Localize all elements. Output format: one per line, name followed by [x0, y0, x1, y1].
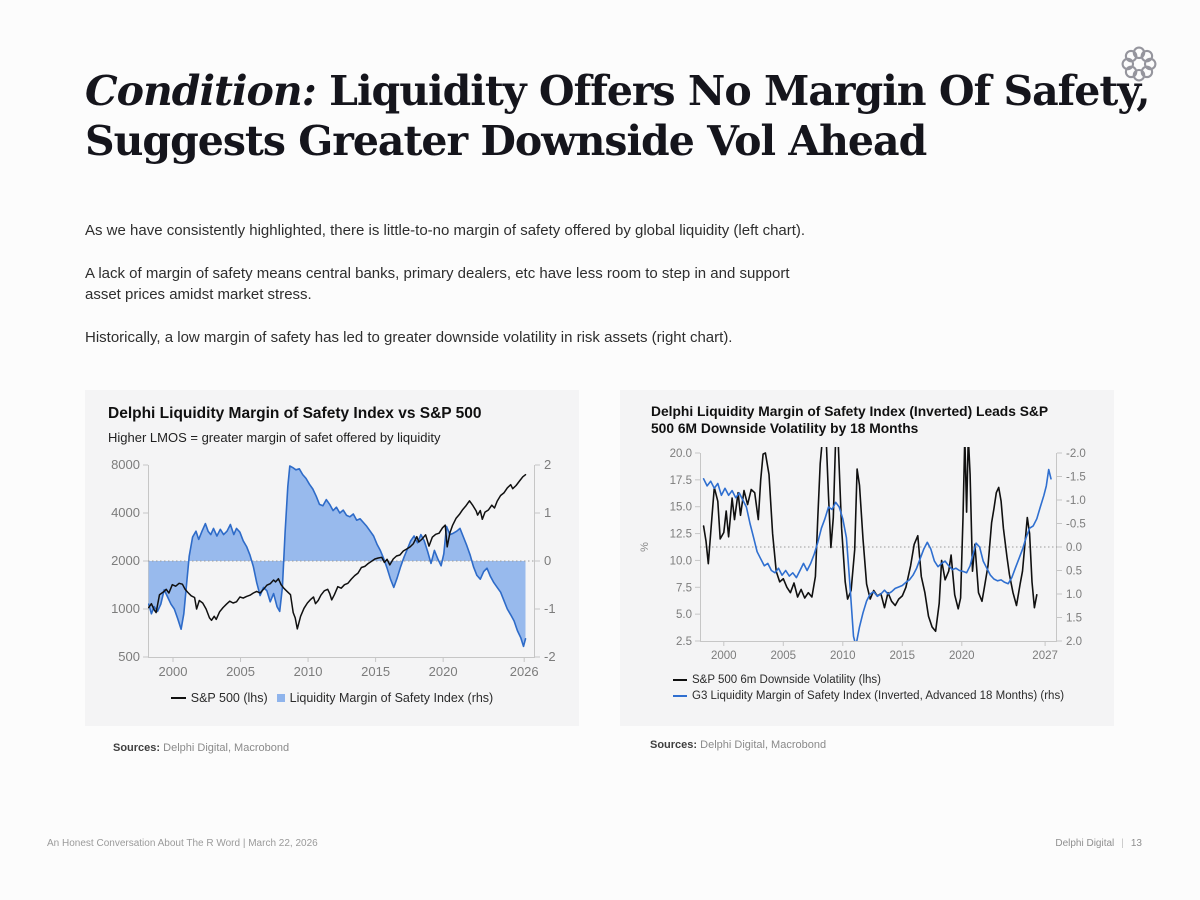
svg-text:1: 1: [544, 505, 551, 520]
svg-text:0.0: 0.0: [1066, 542, 1082, 554]
chart2-title-line1: Delphi Liquidity Margin of Safety Index …: [651, 404, 1049, 419]
legend-item-lmos: Liquidity Margin of Safety Index (rhs): [276, 691, 494, 705]
svg-text:2.0: 2.0: [1066, 636, 1082, 648]
svg-text:8000: 8000: [111, 457, 140, 472]
svg-text:2000: 2000: [159, 664, 188, 679]
sp500-line-swatch-icon: [170, 696, 186, 700]
svg-text:2010: 2010: [830, 650, 856, 662]
legend-label: S&P 500 6m Downside Volatility (lhs): [692, 674, 881, 686]
series-line: [148, 465, 527, 648]
sources-names: Delphi Digital, Macrobond: [163, 742, 290, 754]
svg-text:15.0: 15.0: [670, 502, 692, 514]
svg-text:17.5: 17.5: [670, 475, 692, 487]
chart2-title-line2: 500 6M Downside Volatility by 18 Months: [651, 420, 919, 436]
series-area: [148, 466, 526, 647]
paragraph-2-line-2: asset prices amidst market stress.: [85, 286, 312, 303]
svg-text:5.0: 5.0: [676, 609, 692, 621]
svg-text:-1.0: -1.0: [1066, 495, 1086, 507]
inverted-lmos-vs-vol-chart: Delphi Liquidity Margin of Safety Index …: [620, 390, 1114, 726]
series-line: [702, 447, 1038, 633]
svg-text:2020: 2020: [949, 650, 975, 662]
svg-text:-1: -1: [544, 601, 556, 616]
footer-page-number: 13: [1130, 838, 1142, 849]
series-line: [702, 468, 1052, 641]
legend-item-downside-vol: S&P 500 6m Downside Volatility (lhs): [673, 674, 1064, 686]
svg-text:2000: 2000: [711, 650, 737, 662]
svg-text:-2: -2: [544, 649, 556, 664]
legend-item-sp500: S&P 500 (lhs): [170, 691, 268, 705]
chart2-plot: 20.0 17.5 15.0 12.5 10.0 7.5 5.0 2.5 -2.0 -1.5 -1.…: [639, 447, 1086, 662]
legend-label: S&P 500 (lhs): [190, 691, 268, 705]
delphi-logo-icon: [1121, 46, 1157, 82]
liquidity-vs-sp500-chart: Delphi Liquidity Margin of Safety Index …: [85, 390, 579, 726]
legend-label: G3 Liquidity Margin of Safety Index (Inv…: [692, 690, 1065, 702]
paragraph-1: As we have consistently highlighted, the…: [85, 220, 885, 241]
paragraph-2-line-1: A lack of margin of safety means central…: [85, 265, 790, 282]
vol-line-swatch-icon: [673, 679, 687, 681]
svg-text:2005: 2005: [771, 650, 797, 662]
axes: 20.0 17.5 15.0 12.5 10.0 7.5 5.0 2.5 -2.0 -1.5 -1.…: [639, 448, 1086, 662]
sources-names: Delphi Digital, Macrobond: [700, 739, 827, 751]
paragraph-3-line-1: Historically, a low margin of safety has…: [85, 329, 733, 346]
axes: 8000 4000 2000 1000 500 2 1 0 -1 -2 2000 2005 2010 20…: [111, 457, 555, 679]
chart2-legend: S&P 500 6m Downside Volatility (lhs) G3 …: [673, 674, 1064, 702]
svg-text:0: 0: [544, 553, 551, 568]
svg-text:2.5: 2.5: [676, 636, 692, 648]
chart1-sources: Sources: Delphi Digital, Macrobond: [113, 742, 579, 754]
svg-text:2026: 2026: [510, 664, 539, 679]
svg-text:2: 2: [544, 457, 551, 472]
svg-text:500: 500: [118, 649, 140, 664]
paragraph-1-line-1: As we have consistently highlighted, the…: [85, 222, 806, 239]
chart1-title: Delphi Liquidity Margin of Safety Index …: [108, 405, 482, 422]
svg-text:-0.5: -0.5: [1066, 519, 1086, 531]
chart1-legend: S&P 500 (lhs) Liquidity Margin of Safety…: [85, 691, 579, 705]
chart1-plot: 8000 4000 2000 1000 500 2 1 0 -1 -2 2000 2005 2010 20…: [111, 457, 555, 679]
paragraph-3: Historically, a low margin of safety has…: [85, 327, 885, 348]
chart1-subtitle: Higher LMOS = greater margin of safet of…: [108, 430, 441, 445]
title-line2: Suggests Greater Downside Vol Ahead: [85, 117, 927, 165]
footer-deck-title: An Honest Conversation About The R Word …: [47, 838, 318, 849]
svg-text:1.0: 1.0: [1066, 589, 1082, 601]
svg-text:1.5: 1.5: [1066, 613, 1082, 625]
svg-text:2015: 2015: [890, 650, 916, 662]
charts-row: Delphi Liquidity Margin of Safety Index …: [85, 390, 1114, 754]
right-chart-column: Delphi Liquidity Margin of Safety Index …: [620, 390, 1114, 754]
chart2-title: Delphi Liquidity Margin of Safety Index …: [651, 404, 1096, 437]
title-italic: Condition:: [85, 67, 317, 115]
svg-text:2020: 2020: [429, 664, 458, 679]
g3-line-swatch-icon: [673, 695, 687, 697]
footer-brand: Delphi Digital: [1055, 838, 1115, 849]
legend-label: Liquidity Margin of Safety Index (rhs): [289, 691, 494, 705]
svg-text:2010: 2010: [294, 664, 323, 679]
page-title: Condition: Liquidity Offers No Margin Of…: [85, 66, 1150, 166]
sources-label: Sources:: [113, 742, 161, 754]
svg-text:2000: 2000: [111, 553, 140, 568]
svg-text:2005: 2005: [226, 664, 255, 679]
y-axis-unit-label: %: [639, 542, 651, 552]
left-chart-column: Delphi Liquidity Margin of Safety Index …: [85, 390, 579, 754]
title-line1: Liquidity Offers No Margin Of Safety,: [315, 67, 1150, 115]
lmos-square-swatch-icon: [276, 694, 285, 702]
svg-text:7.5: 7.5: [676, 582, 692, 594]
svg-text:12.5: 12.5: [670, 529, 692, 541]
svg-text:20.0: 20.0: [670, 448, 692, 460]
svg-text:10.0: 10.0: [670, 555, 692, 567]
series-line: [148, 473, 527, 630]
chart2-sources: Sources: Delphi Digital, Macrobond: [650, 739, 1114, 751]
footer-brand-page: Delphi Digital | 13: [1055, 838, 1142, 849]
svg-text:0.5: 0.5: [1066, 566, 1082, 578]
body-text: As we have consistently highlighted, the…: [85, 220, 885, 370]
paragraph-2: A lack of margin of safety means central…: [85, 263, 885, 305]
sources-label: Sources:: [650, 739, 698, 751]
svg-text:-2.0: -2.0: [1066, 448, 1086, 460]
svg-text:2027: 2027: [1032, 650, 1058, 662]
svg-text:4000: 4000: [111, 505, 140, 520]
svg-text:1000: 1000: [111, 601, 140, 616]
legend-item-g3-lmos: G3 Liquidity Margin of Safety Index (Inv…: [673, 690, 1064, 702]
svg-text:2015: 2015: [361, 664, 390, 679]
svg-text:-1.5: -1.5: [1066, 472, 1086, 484]
footer-divider: |: [1121, 838, 1124, 849]
